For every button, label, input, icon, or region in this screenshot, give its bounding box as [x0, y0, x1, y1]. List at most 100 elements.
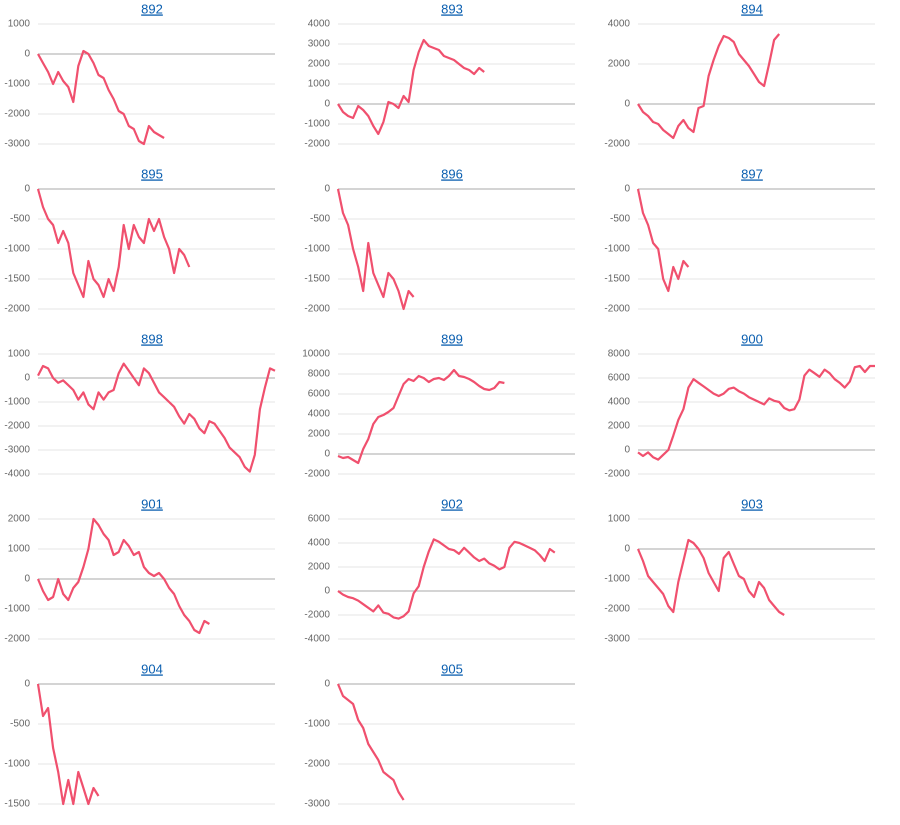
chart-title[interactable]: 904	[141, 661, 163, 676]
y-tick-label: -3000	[304, 799, 330, 810]
data-line	[37, 49, 165, 146]
data-line	[36, 683, 100, 806]
y-tick-label: 1000	[8, 544, 31, 555]
data-line	[336, 188, 415, 311]
y-tick-label: 2000	[308, 59, 331, 70]
y-tick-label: -2000	[304, 139, 330, 150]
y-tick-label: -2000	[304, 610, 330, 621]
y-tick-label: 0	[24, 679, 30, 690]
data-line	[336, 683, 405, 801]
y-tick-label: -2000	[604, 469, 630, 480]
y-tick-label: -1000	[4, 759, 30, 770]
data-line	[636, 188, 690, 293]
y-tick-label: -1000	[4, 79, 30, 90]
chart-title[interactable]: 896	[441, 166, 463, 181]
chart-title[interactable]: 900	[741, 331, 763, 346]
y-tick-label: 2000	[308, 562, 331, 573]
y-tick-label: -3000	[4, 445, 30, 456]
y-tick-label: -1000	[604, 244, 630, 255]
y-tick-label: 4000	[308, 409, 331, 420]
y-tick-label: 1000	[308, 79, 331, 90]
y-tick-label: -500	[10, 719, 30, 730]
y-tick-label: 0	[624, 184, 630, 195]
data-line	[36, 188, 191, 299]
y-tick-label: 0	[324, 449, 330, 460]
y-tick-label: 0	[624, 99, 630, 110]
chart-title[interactable]: 898	[141, 331, 163, 346]
y-tick-label: 0	[324, 99, 330, 110]
y-tick-label: -2000	[604, 139, 630, 150]
y-tick-label: -500	[10, 214, 30, 225]
y-tick-label: -1000	[304, 244, 330, 255]
data-line	[37, 362, 276, 473]
y-tick-label: -1000	[4, 397, 30, 408]
chart-title[interactable]: 895	[141, 166, 163, 181]
y-tick-label: -4000	[304, 634, 330, 645]
y-tick-label: -4000	[4, 469, 30, 480]
y-tick-label: 4000	[608, 19, 631, 30]
data-line	[36, 517, 210, 635]
y-tick-label: -1500	[604, 274, 630, 285]
chart-title[interactable]: 899	[441, 331, 463, 346]
chart-title[interactable]: 897	[741, 166, 763, 181]
y-tick-label: -2000	[604, 304, 630, 315]
y-tick-label: 10000	[302, 349, 330, 360]
y-tick-label: -1500	[4, 274, 30, 285]
chart-title[interactable]: 893	[441, 1, 463, 16]
y-tick-label: 8000	[308, 369, 331, 380]
y-tick-label: 2000	[8, 514, 31, 525]
y-tick-label: 1000	[608, 514, 631, 525]
chart-title[interactable]: 894	[741, 1, 763, 16]
chart-title[interactable]: 892	[141, 1, 163, 16]
y-tick-label: 0	[24, 184, 30, 195]
y-tick-label: 0	[324, 184, 330, 195]
y-tick-label: 0	[24, 574, 30, 585]
y-tick-label: 0	[324, 679, 330, 690]
y-tick-label: 6000	[608, 373, 631, 384]
y-tick-label: 0	[24, 49, 30, 60]
y-tick-label: 0	[324, 586, 330, 597]
chart-title[interactable]: 903	[741, 496, 763, 511]
y-tick-label: 4000	[308, 19, 331, 30]
data-line	[337, 538, 556, 620]
y-tick-label: 2000	[308, 429, 331, 440]
y-tick-label: -1500	[4, 799, 30, 810]
y-tick-label: 6000	[308, 514, 331, 525]
y-tick-label: 0	[624, 544, 630, 555]
chart-title[interactable]: 902	[441, 496, 463, 511]
y-tick-label: 0	[624, 445, 630, 456]
y-tick-label: -2000	[4, 634, 30, 645]
y-tick-label: -1000	[604, 574, 630, 585]
data-line	[637, 33, 781, 140]
y-tick-label: -1000	[304, 119, 330, 130]
y-tick-label: 4000	[308, 538, 331, 549]
y-tick-label: 2000	[608, 59, 631, 70]
y-tick-label: -1000	[304, 719, 330, 730]
y-tick-label: 2000	[608, 421, 631, 432]
y-tick-label: 4000	[608, 397, 631, 408]
y-tick-label: 0	[24, 373, 30, 384]
y-tick-label: -2000	[304, 304, 330, 315]
y-tick-label: 3000	[308, 39, 331, 50]
y-tick-label: -500	[310, 214, 330, 225]
data-line	[337, 38, 485, 136]
y-tick-label: -3000	[604, 634, 630, 645]
y-tick-label: -1000	[4, 244, 30, 255]
y-tick-label: 8000	[608, 349, 631, 360]
y-tick-label: -1000	[4, 604, 30, 615]
data-line	[637, 364, 875, 461]
chart-title[interactable]: 905	[441, 661, 463, 676]
y-tick-label: 6000	[308, 389, 331, 400]
chart-title[interactable]: 901	[141, 496, 163, 511]
y-tick-label: 1000	[8, 19, 31, 30]
y-tick-label: -2000	[4, 304, 30, 315]
y-tick-label: -2000	[304, 469, 330, 480]
y-tick-label: -1500	[304, 274, 330, 285]
y-tick-label: -2000	[304, 759, 330, 770]
y-tick-label: -500	[610, 214, 630, 225]
data-line	[636, 538, 785, 616]
y-tick-label: -2000	[604, 604, 630, 615]
data-line	[337, 368, 505, 465]
y-tick-label: 1000	[8, 349, 31, 360]
